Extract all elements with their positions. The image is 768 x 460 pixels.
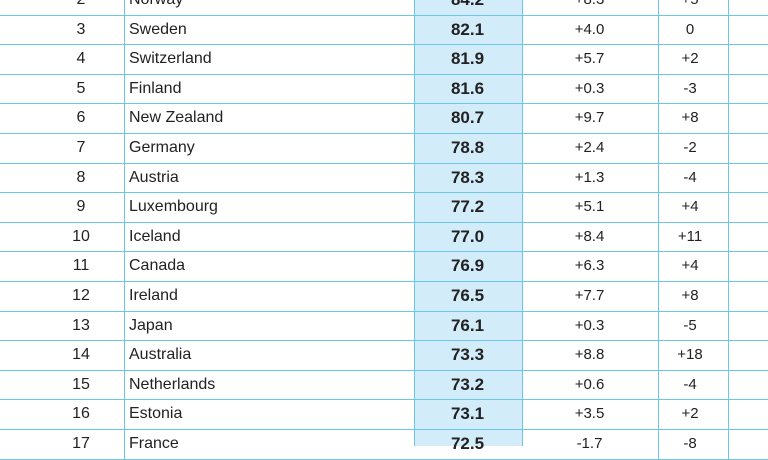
table-row: 13 Japan 76.1 +0.3 -5 bbox=[0, 311, 768, 342]
score-cell: 81.9 bbox=[450, 49, 485, 69]
score-change-cell: +0.6 bbox=[574, 375, 605, 393]
rank-change-cell: +8 bbox=[681, 286, 699, 304]
rank-cell: 12 bbox=[72, 286, 90, 304]
table-row: 5 Finland 81.6 +0.3 -3 bbox=[0, 74, 768, 105]
score-cell: 77.2 bbox=[450, 197, 485, 217]
score-cell: 73.3 bbox=[450, 345, 485, 365]
rank-cell: 11 bbox=[72, 257, 90, 275]
rank-cell: 17 bbox=[72, 434, 90, 452]
rank-cell: 4 bbox=[76, 50, 86, 68]
score-cell: 77.0 bbox=[450, 226, 485, 246]
country-cell: New Zealand bbox=[129, 109, 224, 127]
rank-cell: 13 bbox=[72, 316, 90, 334]
table-row: 16 Estonia 73.1 +3.5 +2 bbox=[0, 400, 768, 430]
country-cell: Japan bbox=[129, 316, 173, 334]
country-cell: Estonia bbox=[129, 405, 183, 423]
score-cell: 81.6 bbox=[450, 78, 485, 98]
score-cell: 80.7 bbox=[450, 108, 485, 128]
score-change-cell: +7.7 bbox=[574, 286, 605, 304]
rank-cell: 3 bbox=[76, 20, 86, 38]
score-change-cell: -1.7 bbox=[576, 434, 603, 452]
rank-change-cell: -8 bbox=[683, 434, 697, 452]
rank-change-cell: -4 bbox=[683, 375, 697, 393]
rank-change-cell: +18 bbox=[677, 346, 703, 364]
rank-change-cell: -3 bbox=[683, 79, 697, 97]
table-row: 8 Austria 78.3 +1.3 -4 bbox=[0, 163, 768, 194]
rank-cell: 16 bbox=[72, 405, 90, 423]
table-row: 2 Norway 84.2+8.3+5 bbox=[0, 0, 768, 16]
rank-cell: 5 bbox=[76, 79, 86, 97]
rank-change-cell: -4 bbox=[683, 168, 697, 186]
table-row: 3 Sweden 82.1 +4.0 0 bbox=[0, 15, 768, 46]
score-change-cell: +8.3 bbox=[522, 0, 657, 15]
country-cell: Iceland bbox=[129, 227, 181, 245]
table-row: 17 France 72.5 -1.7 -8 bbox=[0, 429, 768, 460]
score-change-cell: +5.1 bbox=[574, 198, 605, 216]
rank-change-cell: +2 bbox=[681, 405, 699, 423]
rank-cell: 15 bbox=[72, 375, 90, 393]
score-cell: 76.9 bbox=[450, 256, 485, 276]
rank-cell: 6 bbox=[76, 109, 86, 127]
country-cell: Ireland bbox=[129, 286, 178, 304]
country-cell: Norway bbox=[129, 0, 409, 15]
score-change-cell: +3.5 bbox=[574, 405, 605, 423]
country-cell: Switzerland bbox=[129, 50, 212, 68]
score-cell: 82.1 bbox=[450, 19, 485, 39]
table-row: 12 Ireland 76.5 +7.7 +8 bbox=[0, 281, 768, 312]
rank-change-cell: +8 bbox=[681, 109, 699, 127]
score-change-cell: +5.7 bbox=[574, 50, 605, 68]
country-cell: Germany bbox=[129, 138, 195, 156]
score-cell: 73.1 bbox=[450, 404, 485, 424]
rank-change-cell: +4 bbox=[681, 198, 699, 216]
rank-cell: 2 bbox=[38, 0, 124, 15]
rank-change-cell: +11 bbox=[677, 227, 703, 245]
score-change-cell: +6.3 bbox=[574, 257, 605, 275]
table-row: 14 Australia 73.3 +8.8 +18 bbox=[0, 341, 768, 371]
rank-cell: 8 bbox=[76, 168, 86, 186]
table-row: 9 Luxembourg 77.2 +5.1 +4 bbox=[0, 193, 768, 223]
score-change-cell: +8.8 bbox=[574, 346, 605, 364]
rank-change-cell: -2 bbox=[683, 138, 697, 156]
rank-change-cell: -5 bbox=[683, 316, 697, 334]
country-cell: Sweden bbox=[129, 20, 187, 38]
country-cell: Austria bbox=[129, 168, 179, 186]
rank-cell: 14 bbox=[72, 346, 90, 364]
rank-cell: 10 bbox=[72, 227, 90, 245]
country-cell: Australia bbox=[129, 346, 192, 364]
country-cell: Finland bbox=[129, 79, 182, 97]
country-cell: France bbox=[129, 434, 179, 452]
score-cell: 73.2 bbox=[450, 374, 485, 394]
table-row: 6 New Zealand 80.7 +9.7 +8 bbox=[0, 104, 768, 134]
score-cell: 76.1 bbox=[450, 315, 485, 335]
score-cell: 78.8 bbox=[450, 137, 485, 157]
score-change-cell: +9.7 bbox=[574, 109, 605, 127]
score-change-cell: +0.3 bbox=[574, 79, 605, 97]
score-cell: 78.3 bbox=[450, 167, 485, 187]
table-row: 7 Germany 78.8 +2.4 -2 bbox=[0, 133, 768, 164]
score-change-cell: +4.0 bbox=[574, 20, 605, 38]
table-row: 4 Switzerland 81.9 +5.7 +2 bbox=[0, 45, 768, 75]
rank-cell: 7 bbox=[76, 138, 86, 156]
score-cell: 76.5 bbox=[450, 285, 485, 305]
country-cell: Luxembourg bbox=[129, 198, 218, 216]
score-cell: 84.2 bbox=[414, 0, 521, 15]
score-change-cell: +8.4 bbox=[574, 227, 605, 245]
rank-change-cell: 0 bbox=[685, 20, 695, 38]
score-change-cell: +2.4 bbox=[574, 138, 605, 156]
rank-change-cell: +2 bbox=[681, 50, 699, 68]
rank-change-cell: +4 bbox=[681, 257, 699, 275]
rank-cell: 9 bbox=[76, 198, 86, 216]
score-change-cell: +1.3 bbox=[574, 168, 605, 186]
score-cell: 72.5 bbox=[450, 433, 485, 453]
rank-change-cell: +5 bbox=[660, 0, 720, 15]
country-cell: Netherlands bbox=[129, 375, 216, 393]
country-cell: Canada bbox=[129, 257, 186, 275]
table-row: 10 Iceland 77.0 +8.4 +11 bbox=[0, 222, 768, 253]
table-row: 15 Netherlands 73.2 +0.6 -4 bbox=[0, 370, 768, 401]
table-row: 11 Canada 76.9 +6.3 +4 bbox=[0, 252, 768, 282]
score-change-cell: +0.3 bbox=[574, 316, 605, 334]
